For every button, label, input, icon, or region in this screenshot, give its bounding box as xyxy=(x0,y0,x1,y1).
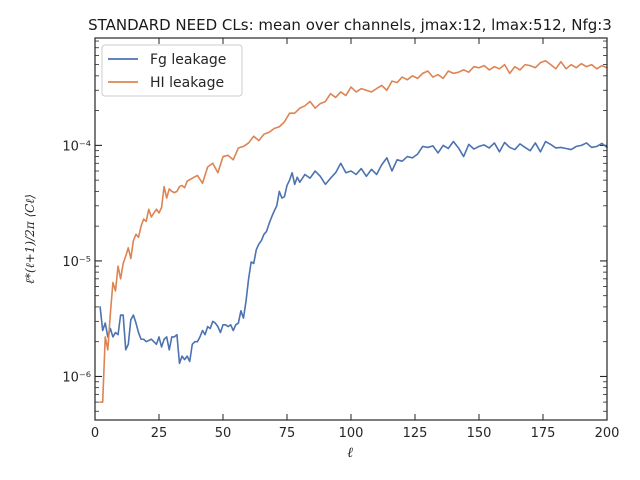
axis-ticks xyxy=(94,38,608,420)
series-line-hi-leakage xyxy=(99,59,608,403)
x-tick-label: 200 xyxy=(595,426,620,441)
legend-label-fg-leakage: Fg leakage xyxy=(150,52,226,68)
x-tick-label: 175 xyxy=(531,426,556,441)
x-tick-label: 25 xyxy=(151,426,168,441)
x-tick-label: 75 xyxy=(279,426,296,441)
y-axis-label-text: ℓ*(ℓ+1)/2π ⟨Cℓ⟩ xyxy=(23,194,37,284)
x-tick-label: 100 xyxy=(339,426,364,441)
legend-label-hi-leakage: HI leakage xyxy=(150,75,224,91)
y-axis-label: ℓ*(ℓ+1)/2π ⟨Cℓ⟩ xyxy=(23,194,37,284)
chart-title: STANDARD NEED CLs: mean over channels, j… xyxy=(88,16,612,34)
series-layer xyxy=(99,59,608,403)
x-axis-label: ℓ xyxy=(347,445,353,461)
axes-frame xyxy=(94,37,608,421)
y-tick-label: 10⁻⁶ xyxy=(62,370,91,385)
y-tick-label: 10⁻⁵ xyxy=(62,255,91,270)
x-tick-label: 50 xyxy=(215,426,232,441)
legend-box xyxy=(101,44,243,97)
x-tick-label: 0 xyxy=(91,426,99,441)
x-tick-label: 125 xyxy=(403,426,428,441)
y-tick-label: 10⁻⁴ xyxy=(62,139,91,154)
x-tick-label: 150 xyxy=(467,426,492,441)
legend: Fg leakage HI leakage xyxy=(101,44,243,97)
tick-labels: 0 25 50 75 100 125 150 175 200 10⁻⁶ 10⁻⁵ 10⁻⁴ xyxy=(62,139,619,441)
series-line-fg-leakage xyxy=(99,140,608,365)
plot-area xyxy=(94,37,608,421)
x-axis-label-text: ℓ xyxy=(347,445,353,461)
